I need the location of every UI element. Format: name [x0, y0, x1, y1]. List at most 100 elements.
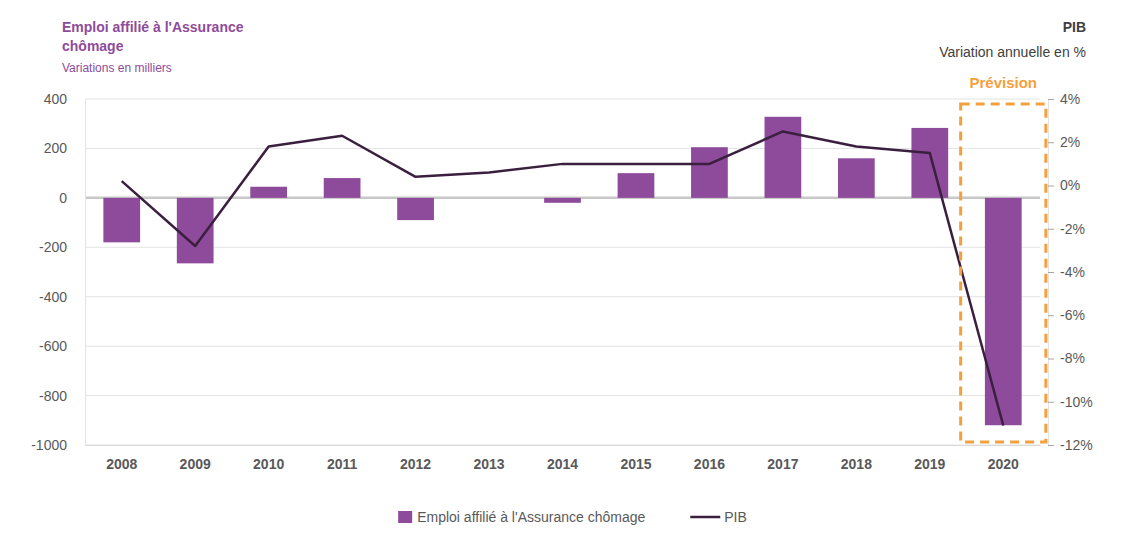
y2-axis-title: PIB: [1063, 19, 1086, 35]
bar: [838, 158, 875, 198]
y-axis: -1000-800-600-400-2000200400: [31, 91, 85, 453]
tick-label: -10%: [1060, 394, 1093, 410]
chart: -1000-800-600-400-2000200400-12%-10%-8%-…: [0, 0, 1143, 549]
tick-label: 2%: [1060, 134, 1080, 150]
line: [122, 131, 1004, 425]
tick-label: 2013: [473, 456, 504, 472]
tick-label: 2009: [180, 456, 211, 472]
grid-line: [85, 346, 1040, 347]
tick-label: -200: [39, 239, 67, 255]
tick: 2019: [914, 445, 945, 472]
bar: [250, 187, 287, 198]
tick: 2020: [988, 445, 1019, 472]
tick-mark: [1048, 142, 1054, 143]
tick: 2017: [767, 445, 798, 472]
tick-mark: [1048, 272, 1054, 273]
grid-line: [85, 148, 1040, 149]
bar: [103, 198, 140, 242]
tick: 4%: [1048, 91, 1080, 107]
legend-item: PIB: [690, 509, 747, 525]
grid: [85, 99, 1040, 445]
tick: 2010: [253, 445, 284, 472]
bar: [691, 147, 728, 198]
tick-label: 2019: [914, 456, 945, 472]
axis-line: [86, 445, 1041, 446]
grid-line: [85, 445, 1040, 446]
grid-line: [85, 99, 1040, 100]
legend-label: PIB: [724, 509, 747, 525]
bar: [544, 198, 581, 203]
bar: [324, 178, 361, 198]
y2-axis-subtitle: Variation annuelle en %: [939, 44, 1086, 60]
legend-swatch: [690, 516, 720, 519]
legend-item: Emploi affilié à l'Assurance chômage: [398, 509, 645, 525]
bar: [985, 198, 1022, 425]
tick-label: 2018: [841, 456, 872, 472]
tick-label: -2%: [1060, 221, 1085, 237]
tick: 2013: [473, 445, 504, 472]
grid-line: [85, 296, 1040, 297]
bar: [911, 128, 948, 198]
tick: 2016: [694, 445, 725, 472]
tick-label: -8%: [1060, 350, 1085, 366]
tick: 2015: [620, 445, 651, 472]
tick: -2%: [1048, 221, 1085, 237]
tick: -600: [39, 338, 85, 354]
tick-mark: [1048, 445, 1054, 446]
axis-line: [85, 100, 86, 446]
tick-label: 2020: [988, 456, 1019, 472]
bar: [618, 173, 655, 198]
tick-label: -400: [39, 289, 67, 305]
tick: -8%: [1048, 350, 1085, 366]
legend: Emploi affilié à l'Assurance chômage PIB: [398, 509, 747, 525]
tick: -4%: [1048, 264, 1085, 280]
tick: -200: [39, 239, 85, 255]
tick: 2011: [327, 445, 358, 472]
tick-mark: [1048, 402, 1054, 403]
tick-label: 400: [44, 91, 68, 107]
tick-label: 2014: [547, 456, 578, 472]
tick-label: 0: [59, 190, 67, 206]
x-axis: 2008 2009 2010 2011 2012 2013 2014 2015 2016 2017…: [86, 445, 1041, 472]
tick: 2014: [547, 445, 578, 472]
grid-line: [85, 247, 1040, 248]
tick-mark: [1048, 359, 1054, 360]
y-axis-title: chômage: [62, 38, 124, 54]
tick: -800: [39, 388, 85, 404]
bar: [397, 198, 434, 220]
y-axis-subtitle: Variations en milliers: [62, 61, 172, 75]
tick-label: 2016: [694, 456, 725, 472]
tick-label: -600: [39, 338, 67, 354]
annotation: Prévision: [970, 74, 1038, 91]
axis-line: [1049, 100, 1055, 446]
forecast-box: [961, 104, 1046, 442]
tick-mark: [1048, 229, 1054, 230]
tick-label: 2017: [767, 456, 798, 472]
tick-label: -12%: [1060, 437, 1093, 453]
tick-label: -800: [39, 388, 67, 404]
legend-swatch: [398, 511, 412, 523]
tick: -10%: [1048, 394, 1093, 410]
tick: 2012: [400, 445, 431, 472]
tick: 2008: [106, 445, 137, 472]
tick: -12%: [1048, 437, 1093, 453]
tick-label: 4%: [1060, 91, 1080, 107]
tick-label: 2011: [327, 456, 358, 472]
tick-label: 200: [44, 140, 68, 156]
tick-label: 0%: [1060, 177, 1080, 193]
tick-mark: [1048, 315, 1054, 316]
tick: 2009: [180, 445, 211, 472]
tick: 2018: [841, 445, 872, 472]
tick-mark: [1048, 99, 1054, 100]
y-axis-title: Emploi affilié à l'Assurance: [62, 19, 244, 35]
tick-label: 2015: [620, 456, 651, 472]
tick-label: 2010: [253, 456, 284, 472]
tick: -400: [39, 289, 85, 305]
tick: 200: [44, 140, 85, 156]
tick: 400: [44, 91, 85, 107]
tick: 2%: [1048, 134, 1080, 150]
bar: [471, 197, 508, 198]
bar: [765, 117, 802, 198]
tick-label: 2008: [106, 456, 137, 472]
legend-label: Emploi affilié à l'Assurance chômage: [417, 509, 645, 525]
